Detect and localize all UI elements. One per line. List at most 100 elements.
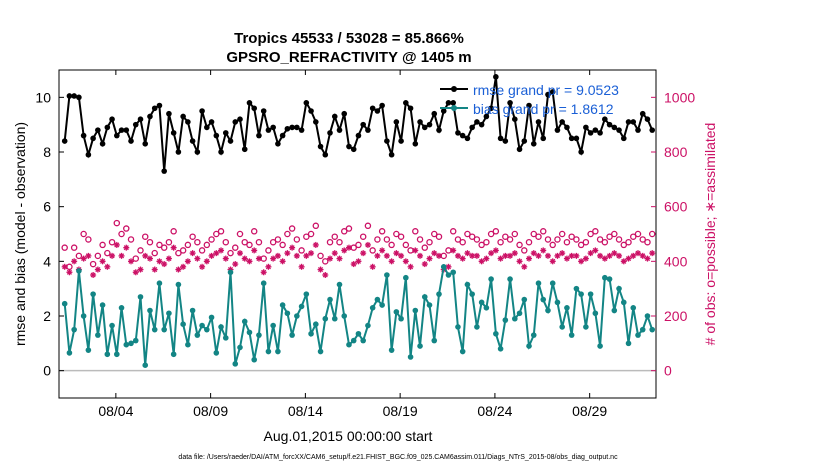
rmse-point (185, 119, 191, 125)
bias-point (388, 347, 395, 353)
possible-point (478, 241, 485, 249)
assimilated-point (113, 241, 120, 248)
assimilated-stroke (488, 250, 494, 256)
bias-point (123, 341, 130, 348)
possible-point (601, 238, 609, 246)
assimilated-point (393, 250, 400, 257)
bias-point (535, 280, 542, 287)
assimilated-stroke (526, 256, 532, 262)
assimilated-point (469, 252, 476, 259)
assimilated-stroke (493, 247, 499, 253)
rmse-point (611, 124, 618, 131)
rmse-point (279, 132, 286, 139)
bias-point (502, 317, 509, 323)
bias-point (227, 269, 234, 276)
possible-point (563, 238, 571, 246)
assimilated-stroke (573, 253, 579, 259)
possible-point (573, 236, 580, 243)
assimilated-stroke (621, 258, 627, 264)
rmse-point (630, 119, 637, 125)
rmse-point (355, 132, 362, 139)
assimilated-point (175, 266, 182, 273)
rmse-point (313, 119, 319, 125)
y-left-tick-label: 0 (43, 363, 51, 379)
bias-point (455, 324, 461, 330)
assimilated-stroke (644, 256, 651, 262)
assimilated-stroke (137, 266, 144, 273)
assimilated-stroke (180, 264, 186, 270)
assimilated-point (625, 255, 632, 262)
assimilated-point (289, 244, 296, 251)
assimilated-point (379, 247, 386, 254)
possible-point (606, 233, 613, 240)
assimilated-stroke (479, 258, 485, 264)
assimilated-stroke (317, 266, 324, 273)
assimilated-point (355, 258, 362, 265)
assimilated-point (383, 252, 390, 259)
bias-point (431, 337, 438, 344)
possible-point (355, 241, 362, 249)
rmse-point (132, 121, 139, 128)
bias-point (327, 296, 333, 303)
rmse-point (142, 141, 149, 147)
bias-point (421, 294, 428, 300)
assimilated-stroke (460, 256, 466, 262)
rmse-point (521, 138, 528, 144)
assimilated-stroke (469, 253, 475, 259)
possible-point (449, 228, 457, 235)
assimilated-stroke (166, 256, 172, 262)
bias-point (341, 313, 348, 319)
bias-point (260, 280, 267, 287)
bias-point (66, 350, 73, 356)
bias-point (625, 340, 632, 347)
bias-point (568, 332, 575, 338)
possible-point (535, 233, 542, 240)
possible-point (265, 247, 272, 254)
rmse-point (384, 138, 390, 144)
bias-point (61, 300, 68, 307)
assimilated-stroke (71, 258, 77, 264)
assimilated-point (606, 252, 613, 259)
assimilated-point (99, 258, 106, 265)
rmse-point (260, 108, 267, 114)
possible-point (492, 228, 500, 235)
bias-point (156, 280, 163, 287)
rmse-point (549, 89, 556, 95)
assimilated-stroke (261, 269, 267, 275)
possible-point (241, 238, 248, 246)
x-tick-label: 08/14 (288, 403, 323, 419)
rmse-point (128, 138, 134, 144)
rmse-point (284, 125, 291, 132)
assimilated-stroke (175, 266, 181, 273)
assimilated-point (597, 252, 604, 259)
rmse-point (578, 149, 584, 155)
assimilated-stroke (66, 269, 72, 275)
bias-point (440, 264, 447, 270)
assimilated-stroke (270, 256, 276, 262)
rmse-point (360, 121, 366, 128)
assimilated-point (203, 258, 210, 265)
bias-point (90, 291, 96, 297)
bias-point (403, 274, 409, 281)
bias-point (464, 281, 471, 288)
assimilated-point (222, 255, 229, 262)
bias-point (151, 326, 158, 333)
assimilated-point (71, 258, 78, 265)
assimilated-stroke (384, 253, 390, 259)
bias-point (294, 313, 300, 319)
rmse-point (199, 108, 205, 114)
possible-point (70, 244, 78, 251)
rmse-point (322, 151, 329, 158)
possible-point (184, 241, 192, 249)
rmse-point (317, 143, 324, 150)
rmse-point (426, 121, 433, 128)
bias-point (554, 299, 561, 306)
y-right-tick-label: 200 (664, 308, 688, 324)
x-tick-label: 08/29 (572, 403, 607, 419)
bias-point (241, 318, 248, 325)
possible-point (615, 236, 623, 243)
possible-point (146, 238, 154, 246)
assimilated-stroke (303, 253, 309, 259)
assimilated-point (199, 263, 206, 270)
possible-point (217, 228, 225, 235)
